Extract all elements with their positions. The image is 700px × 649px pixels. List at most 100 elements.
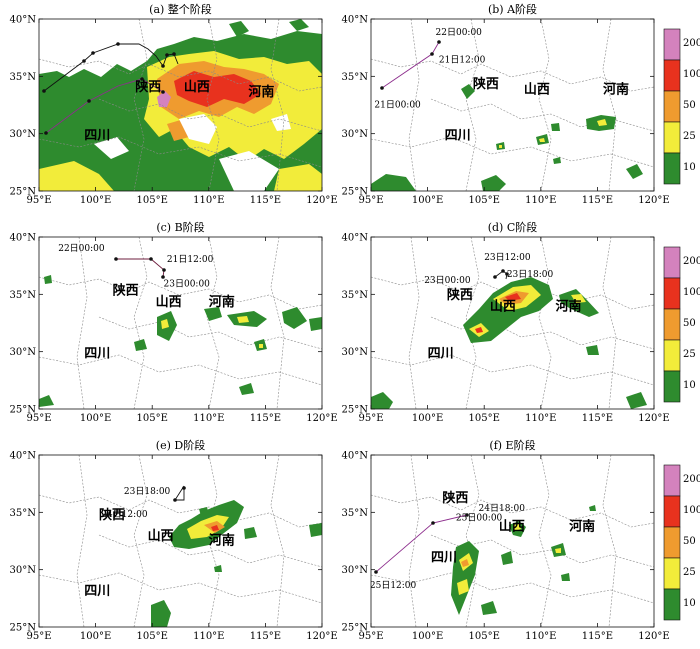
province-label: 山西: [524, 82, 550, 98]
province-label: 河南: [569, 519, 595, 535]
y-tick-label: 35°N: [10, 508, 37, 519]
map-frame-f: [370, 454, 655, 628]
x-tick-label: 115°E: [582, 195, 613, 206]
y-tick-label: 25°N: [10, 187, 37, 198]
province-border: [206, 237, 220, 409]
panel-title-f: (f) E阶段: [489, 438, 535, 452]
precip-field-c: [39, 275, 322, 407]
colorbar-label: 200: [683, 38, 700, 49]
province-border: [602, 455, 617, 627]
colorbar-label: 200: [683, 474, 700, 485]
time-label: 25日00:00: [456, 512, 503, 523]
x-tick-label: 105°E: [469, 413, 500, 424]
colorbar-segment: [663, 557, 681, 590]
province-border: [602, 19, 617, 191]
y-tick-label: 35°N: [10, 290, 37, 301]
colorbar-segment: [663, 526, 681, 559]
colorbar-segment: [663, 339, 681, 372]
x-tick-label: 110°E: [193, 413, 224, 424]
colorbar-segment: [663, 588, 681, 621]
border-layer-f: [371, 455, 654, 627]
colorbar-segment: [663, 28, 681, 61]
colorbar-label: 10: [683, 598, 696, 609]
x-tick-label: 105°E: [137, 195, 168, 206]
x-tick-label: 120°E: [306, 631, 337, 642]
province-label: 山西: [156, 294, 182, 310]
province-label: 陕西: [99, 507, 125, 523]
colorbar-segment: [663, 90, 681, 123]
x-tick-label: 110°E: [193, 195, 224, 206]
panel-title-e: (e) D阶段: [156, 438, 205, 452]
time-label: 23日12:00: [484, 252, 531, 263]
colorbar-segment: [663, 308, 681, 341]
time-labels-b: 22日00:00 21日12:00 21日00:00: [374, 27, 485, 110]
colorbar-label: 25: [683, 349, 696, 360]
map-frame-b: [370, 18, 655, 192]
province-border: [39, 354, 322, 386]
x-tick-label: 110°E: [525, 195, 556, 206]
time-labels-d: 23日12:00 23日00:00 23日18:00: [424, 252, 553, 286]
province-border: [371, 572, 654, 604]
time-label: 24日12:00: [101, 509, 148, 520]
province-border: [133, 455, 148, 627]
x-tick-label: 105°E: [137, 631, 168, 642]
precip-field-d: [371, 277, 647, 409]
colorbar-label: 100: [683, 69, 700, 80]
x-tick-label: 105°E: [469, 195, 500, 206]
x-tick-label: 95°E: [358, 631, 383, 642]
time-label: 23日18:00: [507, 269, 554, 280]
province-label: 四川: [84, 584, 110, 599]
x-tick-label: 110°E: [525, 631, 556, 642]
province-border: [465, 19, 480, 191]
panel-title-d: (d) C阶段: [488, 220, 538, 234]
y-tick-label: 40°N: [342, 451, 369, 462]
province-border: [538, 455, 552, 627]
time-label: 21日12:00: [439, 55, 486, 66]
province-label: 河南: [556, 298, 582, 314]
time-label: 25日12:00: [370, 580, 417, 591]
province-label: 河南: [603, 82, 629, 98]
tracks-c: [114, 257, 166, 279]
x-tick-label: 115°E: [250, 413, 281, 424]
time-label: 23日00:00: [424, 275, 471, 286]
y-tick-label: 35°N: [10, 72, 37, 83]
x-tick-label: 115°E: [250, 195, 281, 206]
province-label: 山西: [148, 528, 174, 544]
x-tick-label: 100°E: [412, 195, 443, 206]
y-tick-label: 25°N: [342, 405, 369, 416]
panel-title-c: (c) B阶段: [156, 220, 204, 234]
tracks-f: [374, 513, 469, 574]
province-border: [602, 237, 617, 409]
colorbar-label: 50: [683, 318, 696, 329]
precip-field-b: [371, 84, 643, 191]
province-border: [76, 455, 88, 627]
colorbar-segment: [663, 246, 681, 279]
province-border: [270, 455, 285, 627]
province-border: [465, 455, 480, 627]
colorbar-segment: [663, 495, 681, 528]
province-label: 四川: [84, 128, 110, 143]
x-tick-label: 100°E: [412, 413, 443, 424]
province-label: 山西: [490, 298, 516, 314]
y-tick-label: 30°N: [10, 565, 37, 576]
time-labels-c: 22日00:00 21日12:00 23日00:00: [58, 243, 213, 290]
colorbar-label: 50: [683, 536, 696, 547]
province-label: 山西: [184, 79, 210, 95]
time-label: 24日18:00: [479, 503, 526, 514]
province-border: [538, 237, 552, 409]
time-label: 23日18:00: [124, 486, 171, 497]
province-border: [98, 534, 322, 568]
precip-field-f: [451, 505, 596, 615]
province-border: [430, 534, 654, 568]
province-border: [408, 455, 420, 627]
colorbar-segment: [663, 277, 681, 310]
time-label: 21日00:00: [374, 99, 421, 110]
